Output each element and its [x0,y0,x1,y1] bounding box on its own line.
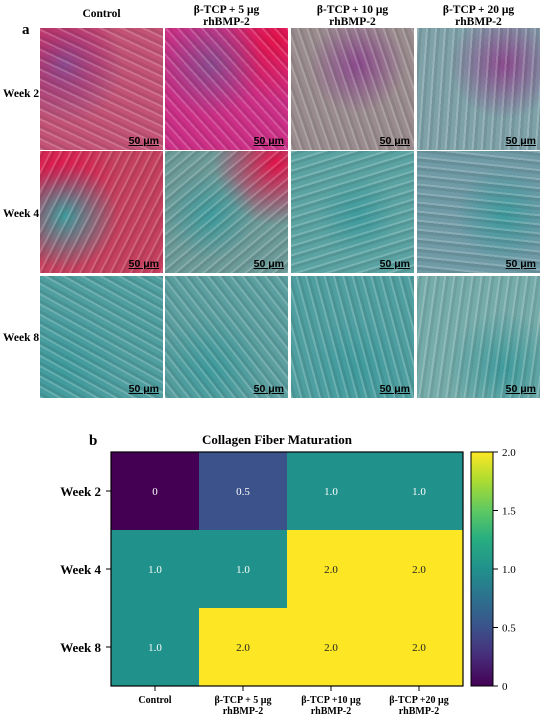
scale-bar-label: 50 μm [253,383,284,395]
heatmap-cell-r3-c3 [287,608,376,687]
heatmap-cell-r1-c2 [199,452,288,531]
heatmap-cell-r1-c3 [287,452,376,531]
heatmap-cell-r1-c4 [375,452,464,531]
scale-bar-label: 50 μm [379,383,410,395]
heatmap-cell-r1-c1 [111,452,200,531]
histology-image-r3-c2: 50 μm [165,276,288,398]
histology-image-r2-c4: 50 μm [417,151,540,273]
heatmap-cell-label-r2-c1: 1.0 [148,564,162,576]
row-header-week-8: Week 8 [3,332,40,344]
column-header-20ug: β-TCP + 20 μg rhBMP-2 [442,4,515,28]
heatmap-cell-r3-c2 [199,608,288,687]
heatmap-cell-label-r1-c4: 1.0 [412,486,426,498]
colorbar-ticks: 0 0.5 1.0 1.5 2.0 [493,447,516,693]
heatmap-cell-label-r2-c2: 1.0 [236,564,250,576]
histology-image-r1-c2: 50 μm [165,28,288,150]
histology-image-r3-c4: 50 μm [417,276,540,398]
scale-bar-label: 50 μm [505,135,536,147]
colorbar [470,451,494,687]
column-header-5ug: β-TCP + 5 μg rhBMP-2 [193,4,260,28]
heatmap-cell-label-r2-c4: 2.0 [412,564,426,576]
row-header-week-4: Week 4 [3,208,40,220]
heatmap-cell-r3-c4 [375,608,464,687]
heatmap-row-labels: Week 2 Week 4 Week 8 [60,484,111,655]
heatmap-cell-label-r3-c2: 2.0 [236,642,250,654]
histology-image-r2-c3: 50 μm [291,151,414,273]
colorbar-tick-label: 1.0 [502,564,516,576]
histology-image-r1-c1: 50 μm [40,28,163,150]
heatmap-column-label: β-TCP + 5 μg rhBMP-2 [215,695,272,717]
heatmap-column-label: Control [138,695,171,706]
colorbar-tick-label: 2.0 [502,447,516,459]
scale-bar-label: 50 μm [128,383,159,395]
heatmap-cell-label-r2-c3: 2.0 [324,564,338,576]
heatmap-column-label: β-TCP +10 μg rhBMP-2 [301,695,360,717]
heatmap-cell-r2-c4 [375,530,464,609]
heatmap-column-labels: Control β-TCP + 5 μg rhBMP-2 β-TCP +10 μg rh… [138,686,449,717]
colorbar-tick-label: 0.5 [502,623,516,635]
colorbar-tick-label: 0 [502,681,508,693]
heatmap-cell-r2-c2 [199,530,288,609]
heatmap-cell-r2-c1 [111,530,200,609]
heatmap-cell-r2-c3 [287,530,376,609]
heatmap-cell-label-r3-c3: 2.0 [324,642,338,654]
scale-bar-label: 50 μm [379,258,410,270]
heatmap-cell-label-r3-c1: 1.0 [148,642,162,654]
heatmap-cell-label-r1-c3: 1.0 [324,486,338,498]
scale-bar-label: 50 μm [128,258,159,270]
heatmap-cell-label-r3-c4: 2.0 [412,642,426,654]
histology-image-r1-c3: 50 μm [291,28,414,150]
scale-bar-label: 50 μm [253,135,284,147]
histology-image-r1-c4: 50 μm [417,28,540,150]
heatmap-figure: b Collagen Fiber Maturation 0 0.5 1.0 1.0 1.… [60,432,516,717]
scale-bar-label: 50 μm [379,135,410,147]
heatmap-row-label: Week 8 [60,640,101,655]
histology-image-r2-c1: 50 μm [40,151,163,273]
histology-image-r3-c1: 50 μm [40,276,163,398]
scale-bar-label: 50 μm [505,258,536,270]
histology-image-r3-c3: 50 μm [291,276,414,398]
heatmap-cell-label-r1-c2: 0.5 [236,486,250,498]
scale-bar-label: 50 μm [505,383,536,395]
heatmap-row-label: Week 2 [60,484,101,499]
column-header-control: Control [82,8,121,20]
row-header-week-2: Week 2 [3,88,40,100]
histology-image-r2-c2: 50 μm [165,151,288,273]
heatmap-row-label: Week 4 [60,562,101,577]
column-header-10ug: β-TCP + 10 μg rhBMP-2 [316,4,389,28]
panel-a-letter: a [22,22,30,38]
colorbar-tick-label: 1.5 [502,506,516,518]
heatmap-cell-r3-c1 [111,608,200,687]
heatmap-column-label: β-TCP +20 μg rhBMP-2 [389,695,448,717]
scale-bar-label: 50 μm [128,135,159,147]
heatmap-cell-label-r1-c1: 0 [152,486,158,498]
panel-b-letter: b [89,433,97,449]
scale-bar-label: 50 μm [253,258,284,270]
chart-title: Collagen Fiber Maturation [202,432,353,447]
heatmap-cells: 0 0.5 1.0 1.0 1.0 1.0 2.0 2.0 1.0 2.0 2.0 2.0 [111,452,464,687]
